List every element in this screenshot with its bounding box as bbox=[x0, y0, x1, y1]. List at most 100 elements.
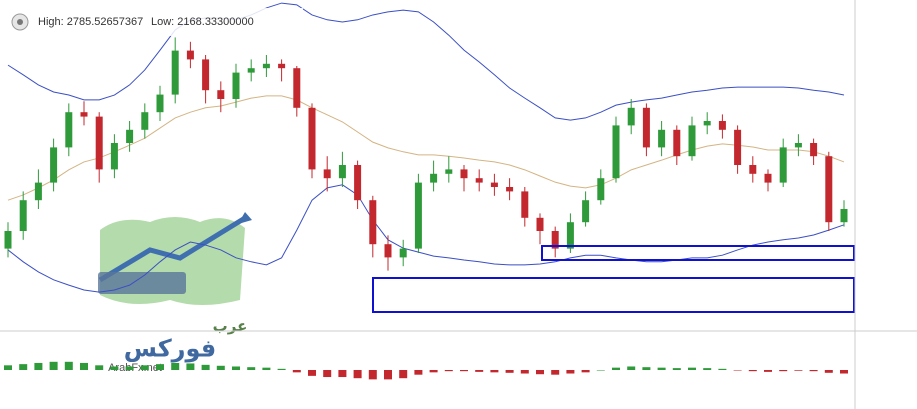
candle-body bbox=[65, 112, 73, 148]
candle-body bbox=[612, 125, 620, 179]
macd-bar bbox=[657, 367, 666, 370]
macd-bar bbox=[520, 370, 529, 374]
lower-band bbox=[7, 184, 845, 293]
candle-body bbox=[840, 209, 848, 223]
candle-body bbox=[551, 231, 559, 249]
candle-body bbox=[688, 125, 696, 157]
candle-body bbox=[445, 169, 453, 174]
macd-bar bbox=[232, 366, 240, 370]
candle-body bbox=[95, 116, 103, 170]
watermark-arabic-top: عرب bbox=[213, 318, 248, 335]
watermark-site: ArabFx.net bbox=[108, 362, 162, 374]
macd-bar bbox=[764, 370, 772, 372]
moving-average bbox=[7, 95, 845, 201]
candle-body bbox=[658, 129, 666, 148]
macd-bar bbox=[505, 370, 514, 373]
settings-icon-center bbox=[17, 19, 23, 25]
logo-arrow bbox=[98, 215, 247, 283]
header-bg[interactable] bbox=[3, 8, 303, 36]
macd-bar bbox=[80, 362, 88, 370]
candle-body bbox=[718, 121, 726, 130]
macd-bar bbox=[399, 370, 408, 379]
candle-body bbox=[80, 112, 88, 117]
macd-bar bbox=[64, 361, 73, 370]
watermark-arabic-bottom: فوركس bbox=[124, 335, 216, 362]
candle-body bbox=[794, 143, 802, 148]
candle-body bbox=[749, 165, 757, 174]
macd-bar bbox=[794, 370, 803, 371]
macd-bar bbox=[824, 370, 833, 373]
macd-bar bbox=[308, 370, 316, 376]
macd-bar bbox=[201, 364, 210, 370]
candle-body bbox=[810, 143, 818, 157]
candle-body bbox=[369, 200, 377, 245]
macd-bar bbox=[596, 370, 605, 371]
candle-body bbox=[642, 107, 650, 148]
macd-bar bbox=[748, 370, 757, 372]
macd-bar bbox=[156, 364, 164, 370]
macd-bar bbox=[49, 361, 58, 370]
macd-bar bbox=[247, 367, 256, 370]
candle-body bbox=[202, 59, 210, 91]
macd-bar bbox=[581, 370, 590, 373]
macd-bar bbox=[19, 364, 28, 370]
macd-bar bbox=[475, 370, 484, 372]
macd-bar bbox=[536, 370, 544, 375]
macd-bar bbox=[353, 370, 362, 379]
candle-body bbox=[278, 63, 286, 69]
macd-bar bbox=[216, 365, 225, 370]
macd-bar bbox=[140, 365, 149, 370]
indicator-lines bbox=[7, 2, 845, 293]
macd-bar bbox=[338, 370, 347, 378]
macd-bar bbox=[642, 367, 651, 370]
candle-body bbox=[825, 156, 833, 223]
candle-body bbox=[490, 182, 498, 187]
candle-body bbox=[293, 68, 301, 108]
candle-body bbox=[460, 169, 468, 179]
macd-bar bbox=[262, 367, 271, 370]
macd-bar bbox=[95, 365, 104, 370]
candle-body bbox=[521, 191, 529, 218]
candle-body bbox=[308, 107, 316, 170]
logo-arrowhead bbox=[238, 212, 252, 224]
macd-bar bbox=[34, 362, 43, 370]
annotation-box bbox=[372, 277, 855, 313]
macd-bar bbox=[566, 370, 575, 374]
macd-bar bbox=[551, 370, 560, 375]
macd-bar bbox=[809, 370, 818, 372]
candle-body bbox=[171, 50, 179, 95]
macd-bar bbox=[718, 368, 727, 370]
candle-body bbox=[19, 200, 27, 231]
macd-bar bbox=[414, 370, 423, 375]
macd-bar bbox=[703, 368, 712, 370]
macd-bar bbox=[186, 363, 195, 370]
macd-bar bbox=[368, 370, 377, 380]
candle-body bbox=[734, 129, 742, 165]
candle-body bbox=[399, 248, 407, 258]
macd-bar bbox=[277, 368, 286, 370]
candle-body bbox=[110, 143, 118, 170]
candle-body bbox=[186, 50, 194, 60]
candle-body bbox=[4, 231, 12, 249]
candle-body bbox=[34, 182, 42, 201]
macd-bar bbox=[490, 370, 499, 373]
candle-body bbox=[262, 63, 270, 69]
upper-band bbox=[7, 2, 845, 121]
macd-bar bbox=[292, 370, 301, 373]
macd-bar bbox=[840, 370, 848, 374]
candle-body bbox=[384, 244, 392, 258]
candle-body bbox=[50, 147, 58, 183]
candle-body bbox=[582, 200, 590, 223]
watermark: عرب فوركس ArabFx.net bbox=[98, 212, 252, 374]
candle-body bbox=[430, 173, 438, 183]
macd-bar bbox=[779, 370, 788, 372]
macd-bar bbox=[444, 370, 453, 372]
candle-body bbox=[247, 68, 255, 73]
candle-body bbox=[597, 178, 605, 201]
candles bbox=[4, 37, 848, 271]
macd-layer bbox=[4, 361, 848, 380]
candle-body bbox=[338, 165, 346, 179]
